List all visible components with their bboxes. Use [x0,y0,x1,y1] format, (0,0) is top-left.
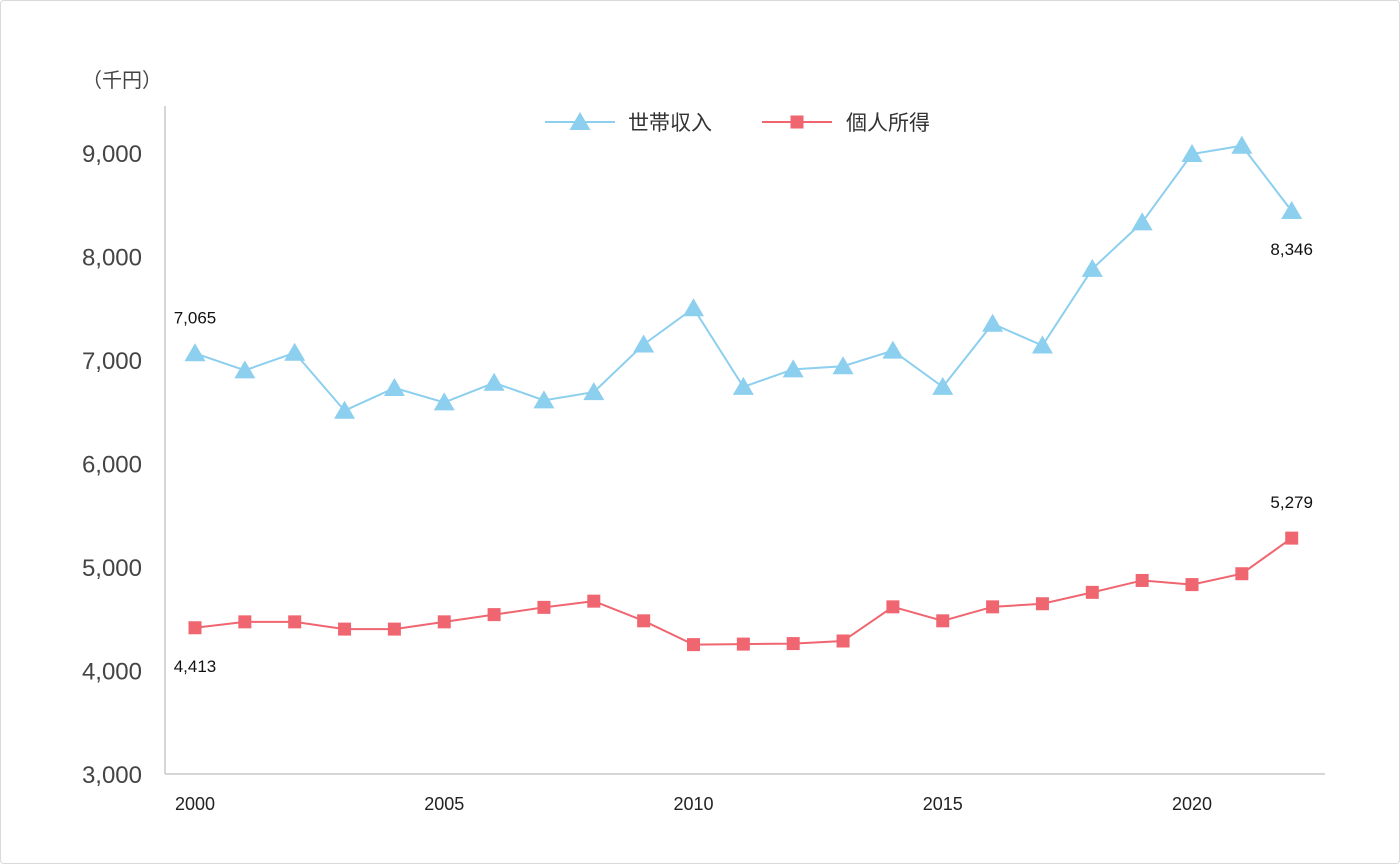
axes: 3,000 4,000 5,000 6,000 7,000 8,000 9,000 2000 2… [82,106,1325,814]
x-tick-label: 2015 [923,794,963,814]
legend-item: 世帯収入 [545,112,712,135]
data-point [936,614,950,628]
data-point [633,334,655,353]
x-tick-label: 2000 [175,794,215,814]
y-tick-label: 8,000 [82,245,142,272]
data-point [1235,567,1249,581]
legend-label: 世帯収入 [628,112,712,135]
legend-label: 個人所得 [846,112,930,135]
data-point [732,376,754,395]
data-point [1031,335,1053,354]
data-point [487,608,501,622]
y-tick-label: 7,000 [82,348,142,375]
data-point [736,637,750,651]
series-layer: 7,065 8,346 4,413 5,279 [174,135,1313,676]
legend-marker [790,115,804,129]
data-point [1285,531,1299,545]
data-point [437,615,451,629]
series-1: 7,065 8,346 [174,135,1313,419]
y-tick-label: 9,000 [82,141,142,168]
data-point [533,390,555,409]
data-point [1081,258,1103,277]
x-tick-label: 2005 [424,794,464,814]
data-point [383,377,405,396]
data-point [836,634,850,648]
y-unit-label: （千円） [82,69,162,92]
data-point [786,637,800,651]
x-tick-label: 2020 [1172,794,1212,814]
data-point [238,615,252,629]
data-point [882,340,904,359]
data-point [1181,144,1203,163]
data-label: 8,346 [1270,240,1313,259]
data-point [1085,585,1099,599]
data-point [1035,597,1049,611]
data-point [932,376,954,395]
data-point [832,356,854,375]
series-line [194,144,1293,412]
data-point [886,600,900,614]
legend: 世帯収入 個人所得 [545,112,930,135]
data-point [537,600,551,614]
y-tick-label: 3,000 [82,762,142,789]
y-tick-label: 6,000 [82,452,142,479]
data-point [338,622,352,636]
data-point [587,594,601,608]
y-tick-label: 4,000 [82,659,142,686]
data-point [433,392,455,411]
y-tick-label: 5,000 [82,555,142,582]
series-2: 4,413 5,279 [174,493,1313,676]
data-label: 7,065 [174,308,217,327]
data-point [982,313,1004,332]
legend-item: 個人所得 [762,112,930,135]
data-point [1281,200,1303,219]
data-point [782,359,804,378]
data-point [184,343,206,362]
data-point [234,360,256,379]
data-point [687,638,700,652]
data-label: 5,279 [1270,493,1313,512]
data-point [284,342,306,361]
data-point [637,614,651,628]
data-point [986,600,1000,614]
data-point [1185,578,1199,592]
data-point [583,382,605,401]
x-tick-label: 2010 [673,794,713,814]
data-point [1131,212,1153,231]
series-line [194,537,1293,646]
data-point [334,400,356,419]
data-point [1231,135,1253,154]
data-label: 4,413 [174,657,217,676]
data-point [483,372,505,391]
data-point [188,621,202,635]
data-point [387,622,401,636]
data-point [1135,573,1149,587]
legend-marker [569,112,591,130]
data-point [683,298,704,317]
data-point [288,615,302,629]
